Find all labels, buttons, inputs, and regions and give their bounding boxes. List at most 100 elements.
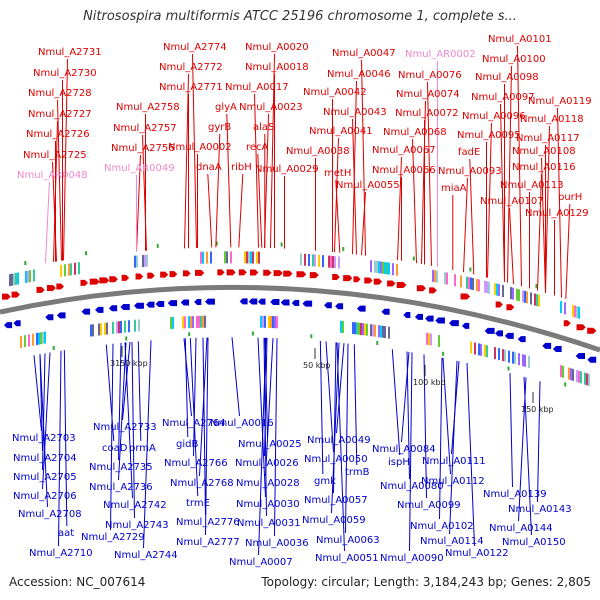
gene-label-top: Nmul_A0029 [255, 164, 319, 175]
feature-block-top [486, 281, 488, 294]
feature-block-top [334, 256, 336, 269]
feature-block-bottom [426, 332, 428, 345]
feature-block-top [224, 251, 226, 264]
feature-block-bottom [138, 319, 140, 332]
leader-line-top [361, 191, 366, 256]
gene-label-bottom: Nmul_A0059 [302, 515, 366, 526]
feature-block-bottom [342, 320, 344, 333]
feature-block-top [574, 305, 576, 318]
gene-arrow-forward [99, 277, 110, 284]
label-leaders [33, 45, 571, 556]
gene-arrow-reverse [291, 300, 300, 307]
feature-block-top [250, 251, 252, 264]
gene-label-top: Nmul_A2756 [111, 143, 175, 154]
gene-label-bottom: Nmul_A0099 [397, 500, 461, 511]
leader-line-top [254, 93, 259, 248]
feature-block-top [478, 279, 480, 292]
feature-block-bottom [124, 320, 126, 333]
gene-label-bottom: Nmul_A0144 [489, 523, 553, 534]
leader-line-top [207, 173, 213, 248]
feature-block-top [472, 278, 474, 291]
feature-block-bottom [198, 315, 200, 328]
feature-block-top [470, 277, 472, 290]
leader-line-top [427, 81, 432, 266]
feature-block-bottom [128, 320, 130, 333]
gene-arrow-reverse [302, 300, 313, 307]
gene-arrow-forward [89, 278, 100, 285]
gene-label-bottom: prmA [129, 443, 156, 454]
leader-line-bottom [409, 352, 413, 552]
leader-line-bottom [449, 360, 458, 535]
gene-label-bottom: Nmul_A0031 [237, 518, 301, 529]
leader-line-bottom [523, 376, 532, 536]
feature-block-top [388, 262, 390, 275]
feature-block-bottom [378, 325, 380, 338]
feature-block-top [376, 260, 378, 273]
feature-block-bottom [572, 368, 574, 381]
feature-block-bottom [580, 371, 582, 384]
gene-label-top: Nmul_A2774 [163, 42, 227, 53]
gene-arrow-forward [11, 291, 20, 298]
gene-label-top: Nmul_AR0002 [405, 49, 476, 60]
leader-line-bottom [274, 338, 278, 537]
feature-block-bottom [118, 321, 120, 334]
feature-block-bottom [374, 324, 376, 337]
gene-arrow-reverse [280, 299, 290, 306]
gene-label-bottom: Nmul_A0080 [380, 481, 444, 492]
feature-block-top [396, 263, 398, 276]
gene-label-top: Nmul_A2731 [38, 47, 102, 58]
feature-block-top [374, 260, 376, 273]
feature-block-bottom [262, 315, 264, 328]
gene-label-top: Nmul_A0066 [372, 165, 436, 176]
minor-feature-marker [280, 242, 283, 247]
feature-block-bottom [428, 333, 430, 346]
gene-arrow-forward [263, 269, 272, 276]
gene-label-bottom: Nmul_A0007 [229, 557, 293, 568]
leader-line-bottom [63, 350, 68, 527]
feature-block-bottom [28, 334, 30, 347]
leader-line-bottom [439, 357, 443, 520]
gene-arrow-forward [160, 271, 169, 278]
leader-line-top [226, 113, 232, 248]
gene-arrow-forward [309, 272, 319, 279]
gene-arrow-reverse [552, 346, 562, 353]
gene-arrow-forward [46, 285, 56, 292]
gene-label-bottom: Nmul_A2735 [89, 462, 153, 473]
feature-block-bottom [272, 316, 274, 329]
gene-arrows [2, 269, 597, 363]
minor-feature-marker [442, 351, 445, 356]
gene-arrow-reverse [95, 306, 104, 313]
feature-block-bottom [264, 315, 266, 328]
gene-label-bottom: Nmul_A0090 [380, 553, 444, 564]
gene-arrow-reverse [517, 336, 526, 343]
gene-label-bottom: Nmul_A0150 [502, 537, 566, 548]
gene-arrow-forward [182, 270, 191, 277]
feature-block-top [494, 283, 496, 296]
feature-block-bottom [480, 343, 482, 356]
feature-block-top [530, 292, 532, 305]
tick-label: 3150 kbp [110, 359, 148, 368]
feature-block-bottom [502, 349, 504, 362]
gene-label-top: dnaA [196, 162, 222, 173]
leader-line-bottom [199, 337, 208, 477]
leader-line-bottom [391, 349, 401, 456]
minor-feature-marker [125, 336, 128, 341]
gene-label-bottom: Nmul_A0102 [410, 521, 474, 532]
feature-block-bottom [384, 326, 386, 339]
feature-block-bottom [356, 322, 358, 335]
feature-block-top [244, 251, 246, 264]
feature-block-bottom [172, 316, 174, 329]
feature-block-bottom [504, 349, 506, 362]
feature-block-bottom [518, 353, 520, 366]
tick-label: 50 kbp [303, 361, 331, 370]
feature-block-top [78, 262, 80, 275]
gene-arrow-reverse [133, 302, 144, 309]
gene-arrow-reverse [167, 300, 178, 307]
gene-arrow-forward [226, 269, 236, 276]
feature-block-bottom [20, 335, 22, 348]
leader-line-bottom [124, 342, 133, 499]
feature-block-top [230, 251, 232, 264]
feature-block-bottom [184, 316, 186, 329]
gene-arrow-reverse [194, 298, 202, 305]
gene-arrow-reverse [81, 308, 91, 315]
